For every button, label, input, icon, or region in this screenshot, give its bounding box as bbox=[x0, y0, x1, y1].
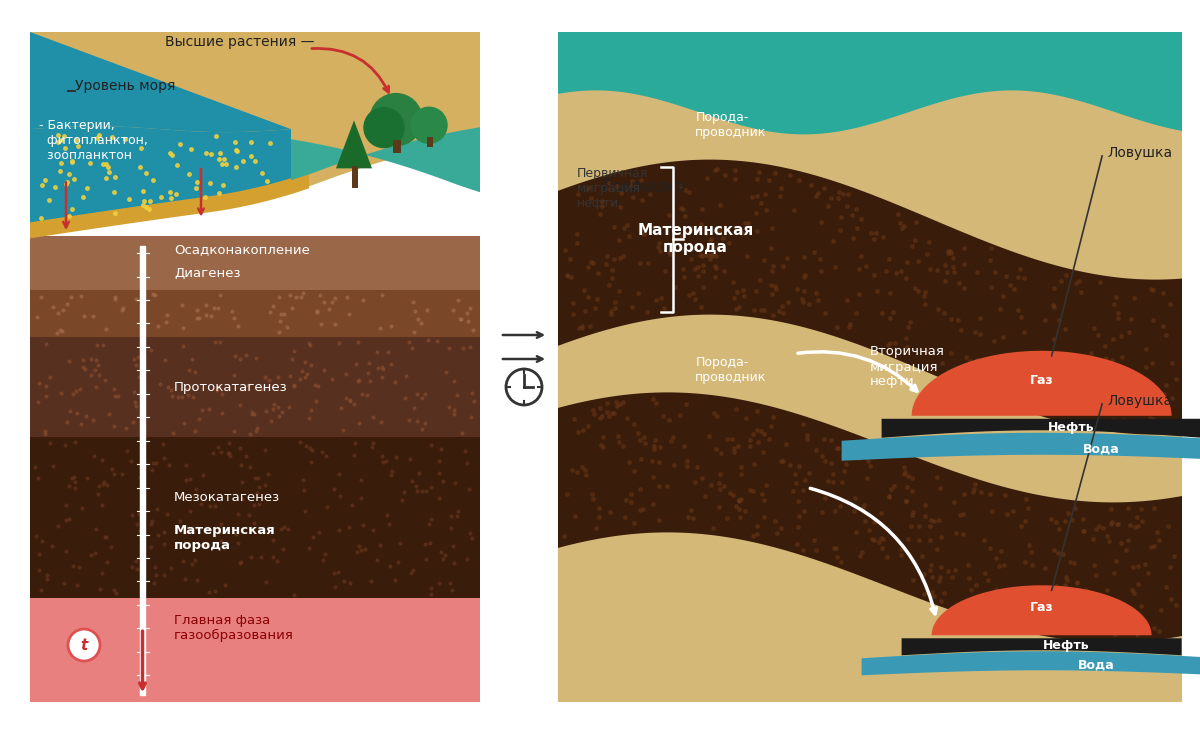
Circle shape bbox=[364, 108, 404, 148]
Text: Протокатагенез: Протокатагенез bbox=[174, 381, 288, 394]
Polygon shape bbox=[30, 126, 292, 236]
Text: Материнская
порода: Материнская порода bbox=[637, 223, 754, 255]
Text: Порода-
проводник: Порода- проводник bbox=[695, 356, 767, 384]
Text: Нефть: Нефть bbox=[1049, 422, 1094, 434]
Circle shape bbox=[506, 369, 542, 405]
Polygon shape bbox=[427, 137, 433, 147]
Circle shape bbox=[370, 94, 422, 146]
Text: Высшие растения —: Высшие растения — bbox=[166, 35, 314, 49]
Polygon shape bbox=[352, 166, 358, 188]
Text: Уровень моря: Уровень моря bbox=[74, 78, 175, 93]
Text: Вторичная
миграция
нефти: Вторичная миграция нефти bbox=[870, 346, 944, 389]
Text: Газ: Газ bbox=[1030, 601, 1054, 614]
Text: Ловушка: Ловушка bbox=[1108, 146, 1172, 160]
Text: Ловушка: Ловушка bbox=[1108, 394, 1172, 408]
Polygon shape bbox=[30, 337, 480, 437]
Text: - Бактерии,
  фитопланктон,
  зоопланктон: - Бактерии, фитопланктон, зоопланктон bbox=[38, 119, 148, 162]
Text: Материнская
порода: Материнская порода bbox=[174, 524, 276, 553]
Polygon shape bbox=[30, 598, 480, 702]
Text: Первичная
миграция
нефти: Первичная миграция нефти bbox=[577, 168, 648, 210]
Polygon shape bbox=[30, 236, 480, 290]
Text: Диагенез: Диагенез bbox=[174, 266, 240, 280]
Polygon shape bbox=[841, 433, 1200, 460]
Text: Осадконакопление: Осадконакопление bbox=[174, 243, 310, 256]
Text: Газ: Газ bbox=[1030, 373, 1054, 386]
Polygon shape bbox=[30, 32, 480, 236]
Polygon shape bbox=[558, 32, 1182, 135]
Text: Вода: Вода bbox=[1079, 659, 1115, 672]
Polygon shape bbox=[862, 651, 1200, 676]
Text: Вода: Вода bbox=[1084, 442, 1120, 455]
Polygon shape bbox=[558, 392, 1182, 643]
Polygon shape bbox=[901, 638, 1182, 655]
Circle shape bbox=[68, 629, 100, 661]
Polygon shape bbox=[30, 437, 480, 598]
Polygon shape bbox=[336, 120, 372, 168]
Text: Нефть: Нефть bbox=[1043, 639, 1090, 651]
Text: Главная фаза
газообразования: Главная фаза газообразования bbox=[174, 614, 294, 643]
Polygon shape bbox=[30, 32, 292, 132]
Text: Порода-
проводник: Порода- проводник bbox=[695, 111, 767, 139]
Polygon shape bbox=[882, 419, 1200, 438]
Text: t: t bbox=[80, 638, 88, 652]
Polygon shape bbox=[558, 32, 1182, 702]
Circle shape bbox=[410, 108, 446, 143]
Polygon shape bbox=[30, 290, 480, 337]
Polygon shape bbox=[394, 140, 401, 152]
Polygon shape bbox=[292, 127, 480, 193]
Polygon shape bbox=[912, 351, 1171, 416]
Bar bbox=[140, 247, 145, 695]
Polygon shape bbox=[931, 586, 1152, 635]
Polygon shape bbox=[30, 172, 310, 239]
Polygon shape bbox=[558, 160, 1182, 435]
Text: Мезокатагенез: Мезокатагенез bbox=[174, 491, 280, 504]
Text: Покрышка: Покрышка bbox=[601, 179, 686, 193]
